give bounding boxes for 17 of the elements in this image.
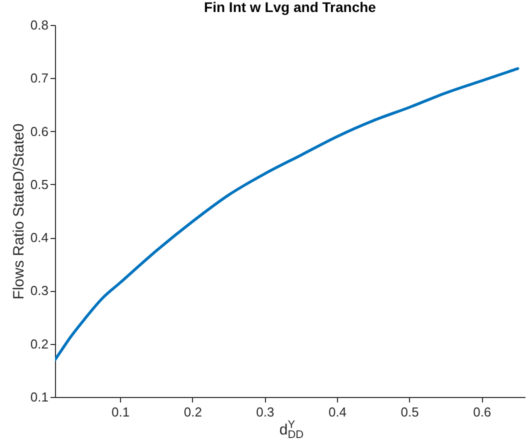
y-tick-label: 0.8 (30, 18, 48, 32)
y-tick-label: 0.4 (30, 230, 48, 246)
x-tick-label: 0.1 (112, 404, 130, 420)
y-tick-label: 0.7 (30, 70, 48, 86)
y-tick-label: 0.6 (30, 124, 48, 139)
line-series (55, 67, 520, 362)
y-tick-label: 0.5 (30, 176, 48, 192)
y-axis-title: Flows Ratio StateD/State0 (10, 124, 28, 300)
x-tick-label: 0.4 (328, 404, 347, 420)
x-tick-label: 0.6 (473, 404, 492, 420)
y-tick-label: 0.1 (30, 390, 48, 404)
x-tick-label: 0.3 (256, 404, 274, 420)
chart-title: Fin Int w Lvg and Tranche (204, 0, 376, 15)
x-tick-label: 0.5 (400, 404, 419, 420)
x-tick-label: 0.2 (184, 404, 202, 420)
y-tick-label: 0.3 (30, 283, 48, 298)
y-tick-label: 0.2 (30, 336, 48, 352)
